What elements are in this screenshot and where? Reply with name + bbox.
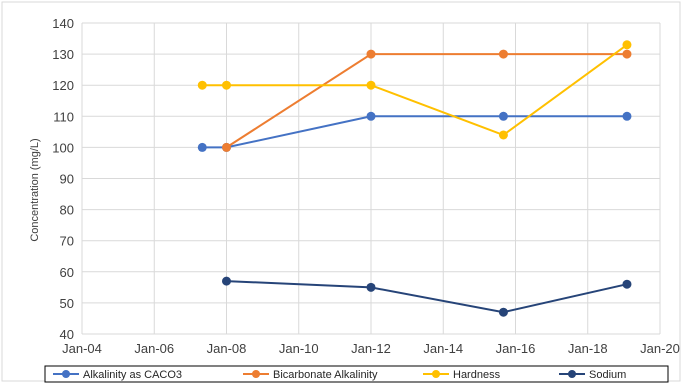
legend: Alkalinity as CACO3 Bicarbonate Alkalinit… [44, 365, 669, 383]
data-point [366, 282, 376, 292]
y-axis-ticks: 40 50 60 70 80 90 100 110 120 130 140 [52, 16, 74, 342]
y-tick-label: 50 [60, 296, 74, 311]
x-axis-ticks: Jan-04 Jan-06 Jan-08 Jan-10 Jan-12 Jan-14 Jan-… [62, 341, 680, 356]
x-tick-label: Jan-18 [568, 341, 608, 356]
x-tick-label: Jan-08 [207, 341, 247, 356]
x-tick-label: Jan-06 [134, 341, 174, 356]
data-point [622, 49, 632, 59]
y-tick-label: 70 [60, 234, 74, 249]
y-tick-label: 40 [60, 327, 74, 342]
legend-marker [568, 370, 576, 378]
x-tick-label: Jan-20 [640, 341, 680, 356]
x-tick-label: Jan-16 [496, 341, 536, 356]
data-point [197, 142, 207, 152]
y-tick-label: 80 [60, 203, 74, 218]
y-axis-title: Concentration (mg/L) [29, 138, 41, 241]
data-point [622, 40, 632, 50]
legend-label: Hardness [453, 369, 501, 381]
data-point [197, 80, 207, 90]
x-tick-label: Jan-10 [279, 341, 319, 356]
data-point [498, 130, 508, 140]
series-line [225, 53, 627, 149]
data-point [366, 80, 376, 90]
legend-marker [252, 370, 260, 378]
data-point [498, 111, 508, 121]
data-point [498, 307, 508, 317]
data-point [622, 111, 632, 121]
data-point [222, 80, 231, 90]
series-2 [197, 40, 632, 140]
x-tick-label: Jan-12 [351, 341, 391, 356]
y-tick-label: 90 [60, 172, 74, 187]
x-tick-label: Jan-14 [423, 341, 463, 356]
data-point [222, 142, 231, 152]
legend-item: Hardness [423, 369, 501, 381]
legend-label: Alkalinity as CACO3 [83, 369, 182, 381]
x-tick-label: Jan-04 [62, 341, 102, 356]
legend-marker [432, 370, 440, 378]
y-tick-label: 110 [53, 109, 74, 124]
series-1 [222, 49, 632, 152]
y-tick-label: 120 [52, 78, 74, 93]
y-tick-label: 60 [60, 265, 74, 280]
data-point [622, 279, 632, 289]
legend-item: Alkalinity as CACO3 [53, 369, 182, 381]
data-point [222, 276, 231, 286]
legend-item: Sodium [559, 369, 626, 381]
data-point [498, 49, 508, 59]
series-group [197, 40, 632, 317]
y-tick-label: 140 [52, 16, 74, 31]
legend-item: Bicarbonate Alkalinity [243, 369, 378, 381]
legend-marker [62, 370, 70, 378]
legend-label: Bicarbonate Alkalinity [273, 369, 378, 381]
y-tick-label: 130 [52, 47, 74, 62]
legend-label: Sodium [589, 369, 626, 381]
series-3 [222, 276, 632, 317]
y-tick-label: 100 [52, 140, 74, 155]
data-point [366, 49, 376, 59]
legend-box [44, 365, 669, 383]
series-line [226, 280, 628, 314]
data-point [366, 111, 376, 121]
